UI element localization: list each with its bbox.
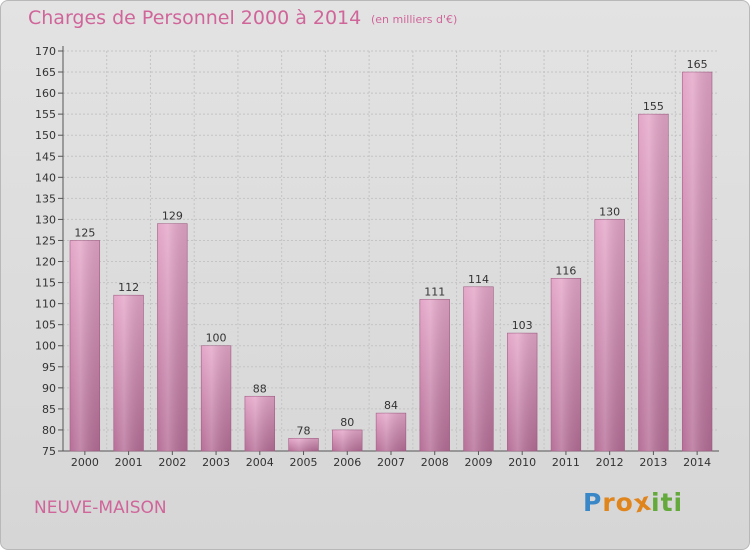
data-label: 165 — [687, 58, 708, 71]
y-tick-label: 160 — [35, 87, 56, 100]
x-tick-label: 2014 — [683, 456, 711, 469]
logo-letter: i — [673, 488, 684, 517]
bar-highlight — [419, 299, 450, 451]
y-tick-label: 120 — [35, 256, 56, 269]
x-tick-label: 2009 — [464, 456, 492, 469]
x-tick-label: 2001 — [115, 456, 143, 469]
logo-letter: r — [602, 488, 616, 517]
data-label: 125 — [74, 226, 95, 239]
data-label: 80 — [340, 416, 354, 429]
y-tick-label: 100 — [35, 340, 56, 353]
y-tick-label: 80 — [42, 424, 56, 437]
y-tick-label: 95 — [42, 361, 56, 374]
y-tick-label: 170 — [35, 45, 56, 58]
bar-highlight — [638, 114, 669, 451]
x-tick-label: 2005 — [290, 456, 318, 469]
data-label: 155 — [643, 100, 664, 113]
logo-letter: P — [583, 488, 603, 517]
y-tick-label: 130 — [35, 213, 56, 226]
chart-title: Charges de Personnel 2000 à 2014 — [28, 7, 362, 29]
bar-highlight — [113, 295, 144, 451]
y-tick-label: 90 — [42, 382, 56, 395]
y-tick-label: 75 — [42, 445, 56, 458]
bar-highlight — [594, 219, 625, 451]
x-tick-label: 2004 — [246, 456, 274, 469]
y-tick-label: 85 — [42, 403, 56, 416]
location-name: NEUVE-MAISON — [34, 498, 167, 518]
data-label: 130 — [599, 205, 620, 218]
data-label: 84 — [384, 399, 398, 412]
bar-highlight — [551, 278, 581, 451]
x-tick-label: 2002 — [158, 456, 186, 469]
x-tick-label: 2011 — [552, 456, 580, 469]
data-label: 103 — [512, 319, 533, 332]
x-tick-label: 2013 — [639, 456, 667, 469]
y-tick-label: 165 — [35, 66, 56, 79]
data-label: 114 — [468, 273, 489, 286]
axes: 75 80 85 90 95 100 105 110 115 120 125 130 135 140 145… — [35, 45, 719, 458]
labels: 125 2000 112 2001 129 2002 100 2003 88 2004 78 2005… — [71, 58, 711, 469]
chart-subtitle: (en milliers d'€) — [371, 13, 458, 26]
y-tick-label: 135 — [35, 192, 56, 205]
logo-letter: o — [615, 488, 634, 517]
x-tick-label: 2000 — [71, 456, 99, 469]
y-tick-label: 150 — [35, 129, 56, 142]
data-label: 116 — [555, 264, 576, 277]
x-tick-label: 2007 — [377, 456, 405, 469]
y-tick-label: 145 — [35, 150, 56, 163]
bar-highlight — [463, 286, 494, 451]
data-label: 88 — [253, 382, 267, 395]
y-tick-label: 110 — [35, 298, 56, 311]
y-tick-label: 125 — [35, 234, 56, 247]
data-label: 100 — [206, 332, 227, 345]
x-tick-label: 2006 — [333, 456, 361, 469]
bar-highlight — [157, 223, 188, 451]
bar-highlight — [332, 429, 363, 451]
logo-letter: i — [651, 488, 661, 517]
y-tick-label: 115 — [35, 277, 56, 290]
data-label: 111 — [424, 285, 445, 298]
x-tick-label: 2010 — [508, 456, 536, 469]
bar-highlight — [69, 240, 100, 451]
bar-highlight — [682, 72, 713, 451]
data-label: 78 — [297, 424, 311, 437]
y-tick-label: 105 — [35, 319, 56, 332]
y-tick-label: 140 — [35, 171, 56, 184]
logo-letter: t — [660, 488, 674, 517]
x-tick-label: 2012 — [596, 456, 624, 469]
bar-highlight — [376, 413, 406, 451]
data-label: 129 — [162, 210, 183, 223]
y-tick-label: 155 — [35, 108, 56, 121]
data-label: 112 — [118, 281, 139, 294]
x-tick-label: 2003 — [202, 456, 230, 469]
proxiti-logo: Proxiti — [583, 487, 684, 519]
bar-highlight — [201, 345, 231, 451]
bar-highlight — [288, 438, 319, 451]
bar-highlight — [507, 333, 538, 451]
grid-lines — [63, 50, 719, 451]
bar-highlight — [244, 396, 275, 451]
bars — [69, 71, 713, 452]
x-tick-label: 2008 — [421, 456, 449, 469]
